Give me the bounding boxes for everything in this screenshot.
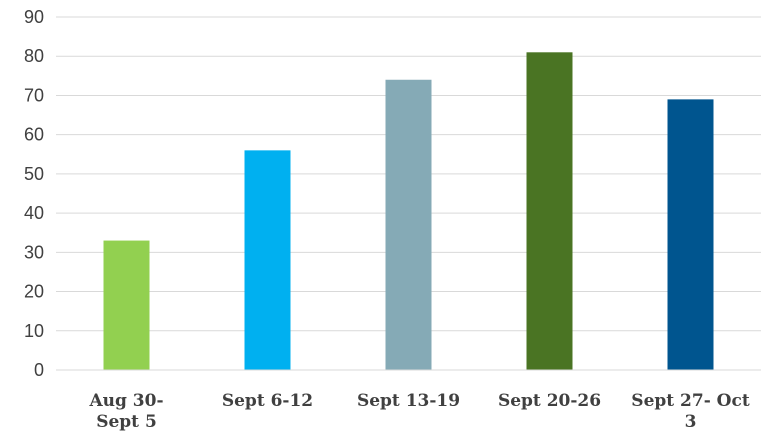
x-tick-label: Sept 20-26	[498, 391, 601, 411]
x-tick-label: Sept 6-12	[222, 391, 313, 411]
x-tick-label: Sept 27- Oct	[631, 391, 750, 411]
y-tick-label: 90	[24, 7, 44, 27]
x-tick-label: Aug 30-	[88, 391, 163, 411]
bar	[385, 79, 432, 370]
x-axis-tick-labels: Aug 30-Sept 5 Sept 6-12 Sept 13-19 Sept 20-…	[88, 391, 749, 432]
x-tick-label: 3	[685, 412, 697, 432]
bar	[103, 240, 150, 370]
bar	[526, 52, 573, 371]
bar	[244, 150, 291, 370]
y-tick-label: 20	[24, 282, 44, 302]
y-tick-label: 0	[34, 360, 44, 380]
y-tick-label: 50	[24, 164, 44, 184]
bar	[667, 99, 714, 370]
y-tick-label: 70	[24, 85, 44, 105]
y-tick-label: 40	[24, 203, 44, 223]
y-tick-label: 80	[24, 46, 44, 66]
y-tick-label: 10	[24, 321, 44, 341]
x-tick-label: Sept 13-19	[357, 391, 460, 411]
y-tick-label: 30	[24, 242, 44, 262]
bars	[103, 52, 714, 371]
y-tick-label: 60	[24, 125, 44, 145]
x-tick-label: Sept 5	[96, 412, 157, 432]
y-axis-tick-labels: 0 10 20 30 40 50 60 70 80 90	[24, 7, 44, 380]
